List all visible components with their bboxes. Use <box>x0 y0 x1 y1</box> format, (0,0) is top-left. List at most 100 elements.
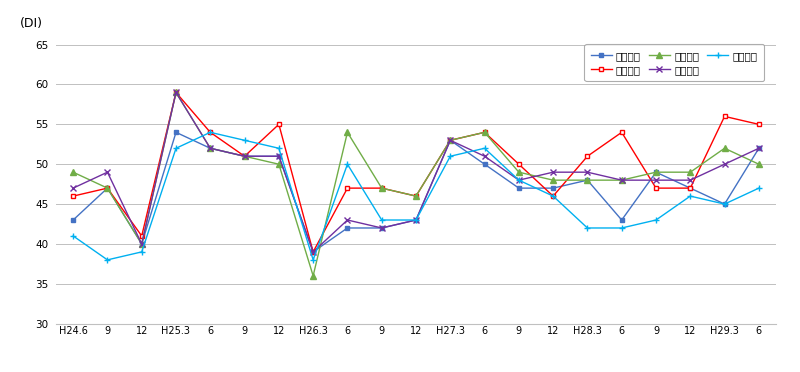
鹿行地域 <box>446 138 455 142</box>
県北地域 <box>582 178 592 182</box>
Legend: 県北地域, 県央地域, 鹿行地域, 県南地域, 県西地域: 県北地域, 県央地域, 鹿行地域, 県南地域, 県西地域 <box>585 44 763 81</box>
県西地域 <box>171 146 181 151</box>
県西地域 <box>617 226 626 230</box>
県央地域 <box>171 90 181 95</box>
県央地域 <box>446 138 455 142</box>
鹿行地域 <box>274 162 284 166</box>
鹿行地域 <box>720 146 730 151</box>
鹿行地域 <box>548 178 558 182</box>
県北地域 <box>548 186 558 190</box>
県央地域 <box>617 130 626 135</box>
県南地域 <box>720 162 730 166</box>
Line: 県南地域: 県南地域 <box>70 90 762 255</box>
県南地域 <box>206 146 215 151</box>
県南地域 <box>274 154 284 158</box>
Line: 県北地域: 県北地域 <box>70 130 762 254</box>
県南地域 <box>137 242 146 246</box>
鹿行地域 <box>240 154 250 158</box>
県南地域 <box>480 154 490 158</box>
県央地域 <box>754 122 764 126</box>
県央地域 <box>651 186 661 190</box>
県北地域 <box>68 218 78 222</box>
県央地域 <box>274 122 284 126</box>
県央地域 <box>68 194 78 198</box>
県西地域 <box>102 258 112 262</box>
県北地域 <box>240 154 250 158</box>
鹿行地域 <box>617 178 626 182</box>
県西地域 <box>240 138 250 142</box>
県西地域 <box>377 218 386 222</box>
県西地域 <box>206 130 215 135</box>
県北地域 <box>514 186 524 190</box>
県西地域 <box>480 146 490 151</box>
鹿行地域 <box>308 273 318 278</box>
県北地域 <box>206 146 215 151</box>
県南地域 <box>686 178 695 182</box>
県西地域 <box>548 194 558 198</box>
県央地域 <box>514 162 524 166</box>
鹿行地域 <box>137 242 146 246</box>
県央地域 <box>102 186 112 190</box>
県西地域 <box>514 178 524 182</box>
県南地域 <box>102 170 112 174</box>
県西地域 <box>686 194 695 198</box>
県南地域 <box>548 170 558 174</box>
県央地域 <box>240 154 250 158</box>
鹿行地域 <box>206 146 215 151</box>
県南地域 <box>651 178 661 182</box>
県西地域 <box>411 218 421 222</box>
県央地域 <box>206 130 215 135</box>
県西地域 <box>342 162 352 166</box>
県北地域 <box>342 226 352 230</box>
鹿行地域 <box>754 162 764 166</box>
鹿行地域 <box>377 186 386 190</box>
県南地域 <box>582 170 592 174</box>
県西地域 <box>651 218 661 222</box>
県西地域 <box>274 146 284 151</box>
県北地域 <box>411 218 421 222</box>
鹿行地域 <box>342 130 352 135</box>
県北地域 <box>617 218 626 222</box>
県北地域 <box>754 146 764 151</box>
県北地域 <box>102 186 112 190</box>
鹿行地域 <box>411 194 421 198</box>
県南地域 <box>240 154 250 158</box>
県南地域 <box>754 146 764 151</box>
県北地域 <box>480 162 490 166</box>
県北地域 <box>274 154 284 158</box>
県南地域 <box>446 138 455 142</box>
県央地域 <box>137 234 146 238</box>
県北地域 <box>720 202 730 206</box>
Line: 鹿行地域: 鹿行地域 <box>70 90 762 279</box>
県南地域 <box>617 178 626 182</box>
県南地域 <box>411 218 421 222</box>
鹿行地域 <box>480 130 490 135</box>
Line: 県西地域: 県西地域 <box>70 129 762 263</box>
県南地域 <box>342 218 352 222</box>
県南地域 <box>171 90 181 95</box>
Line: 県央地域: 県央地域 <box>70 90 762 254</box>
県西地域 <box>137 250 146 254</box>
鹿行地域 <box>651 170 661 174</box>
県央地域 <box>411 194 421 198</box>
県南地域 <box>308 250 318 254</box>
鹿行地域 <box>102 186 112 190</box>
県央地域 <box>548 194 558 198</box>
県央地域 <box>720 114 730 119</box>
県央地域 <box>582 154 592 158</box>
県央地域 <box>686 186 695 190</box>
県央地域 <box>480 130 490 135</box>
県央地域 <box>308 250 318 254</box>
鹿行地域 <box>171 90 181 95</box>
県北地域 <box>171 130 181 135</box>
県北地域 <box>446 138 455 142</box>
県北地域 <box>308 250 318 254</box>
県南地域 <box>514 178 524 182</box>
県西地域 <box>720 202 730 206</box>
県央地域 <box>377 186 386 190</box>
県央地域 <box>342 186 352 190</box>
鹿行地域 <box>68 170 78 174</box>
Text: (DI): (DI) <box>20 17 43 30</box>
県西地域 <box>754 186 764 190</box>
県北地域 <box>377 226 386 230</box>
